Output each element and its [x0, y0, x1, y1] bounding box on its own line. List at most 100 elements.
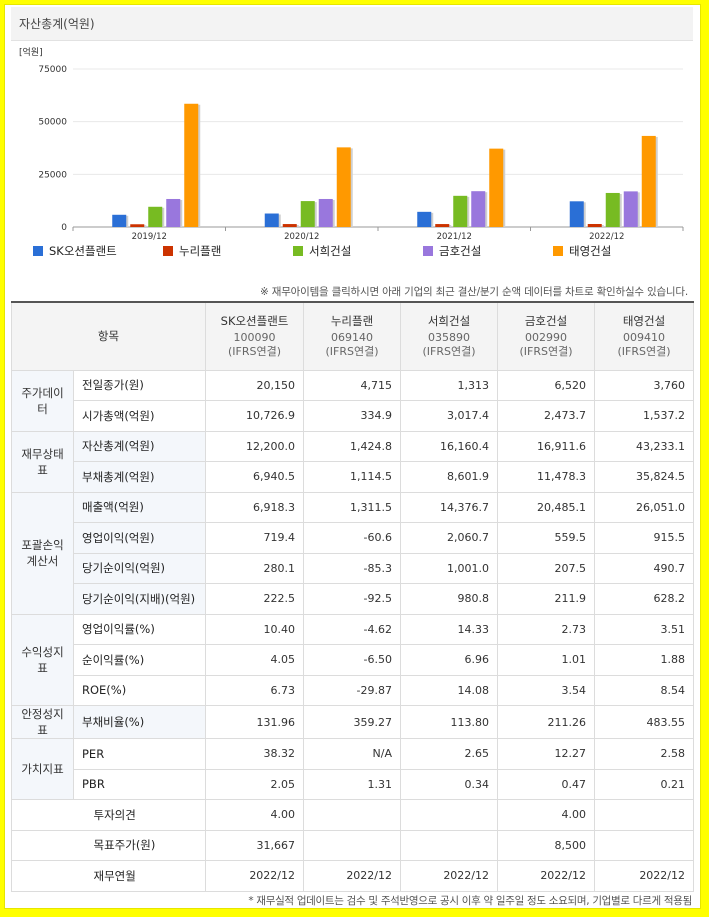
value-cell: 20,150 [205, 369, 305, 401]
item-label[interactable]: 시가총액(억원) [72, 400, 207, 432]
company-basis: (IFRS연결) [325, 344, 379, 358]
item-label[interactable]: 부채비율(%) [72, 705, 207, 739]
company-header[interactable]: 금호건설 002990 (IFRS연결) [497, 301, 596, 371]
item-label[interactable]: 매출액(억원) [72, 491, 207, 523]
table-row: 주가데이터 전일종가(원) 20,150 4,715 1,313 6,520 3,760 [11, 369, 695, 432]
x-tick-label: 2022/12 [589, 232, 624, 241]
value-cell: 222.5 [205, 583, 305, 615]
value-cell: 113.80 [400, 705, 499, 739]
y-tick-label: 50000 [38, 118, 67, 128]
table-row: 당기순이익(억원) 280.1 -85.3 1,001.0 207.5 490.7 [12, 552, 695, 584]
value-cell: 3.51 [594, 613, 695, 645]
legend-swatch [553, 246, 563, 256]
item-label[interactable]: 영업이익률(%) [72, 613, 207, 645]
legend-item[interactable]: 금호건설 [423, 241, 481, 261]
blank-cell [11, 829, 74, 861]
table-row: 순이익률(%) 4.05 -6.50 6.96 1.01 1.88 [12, 644, 695, 676]
value-cell: 26,051.0 [594, 491, 695, 523]
item-label: 투자의견 [73, 799, 207, 831]
value-cell: -4.62 [303, 613, 402, 645]
value-cell: 2.05 [205, 768, 305, 800]
header-item: 항목 [10, 301, 207, 371]
company-header[interactable]: SK오션플랜트 100090 (IFRS연결) [205, 301, 305, 371]
value-cell: 31,667 [205, 829, 305, 861]
company-header[interactable]: 누리플랜 069140 (IFRS연결) [303, 301, 402, 371]
value-cell: 2022/12 [497, 860, 596, 892]
table-row: 포괄손익계산서 매출액(억원) 6,918.3 1,311.5 14,376.7 20,4… [11, 491, 695, 615]
legend-label: SK오션플랜트 [49, 244, 117, 258]
asset-chart-panel: 자산총계(억원) [억원] 75000 50000 25000 0 2019/12 2020… [4, 4, 701, 909]
value-cell: 6,918.3 [205, 491, 305, 523]
category-cell: 주가데이터 [11, 369, 74, 432]
bar-0-0 [112, 214, 127, 227]
value-cell: 334.9 [303, 400, 402, 432]
item-label[interactable]: 당기순이익(지배)(억원) [72, 583, 207, 615]
category-cell: 가치지표 [11, 738, 74, 800]
value-cell: 1,114.5 [303, 461, 402, 493]
bar-3-1 [587, 223, 602, 227]
value-cell: 2.73 [497, 613, 596, 645]
item-label[interactable]: 전일종가(원) [72, 369, 207, 401]
value-cell: 980.8 [400, 583, 499, 615]
company-name[interactable]: 서희건설 [427, 313, 471, 328]
value-cell: 16,911.6 [497, 430, 596, 462]
bar-1-0 [264, 213, 279, 227]
legend-item[interactable]: 태영건설 [553, 241, 611, 261]
company-name[interactable]: 금호건설 [524, 313, 568, 328]
value-cell: 0.21 [594, 768, 695, 800]
item-label[interactable]: PBR [72, 768, 207, 800]
legend-item[interactable]: SK오션플랜트 [33, 241, 117, 261]
bar-0-3 [166, 198, 181, 227]
item-label[interactable]: 부채총계(억원) [72, 461, 207, 493]
bar-3-3 [623, 191, 638, 227]
value-cell: 6.73 [205, 674, 305, 706]
value-cell: 2,060.7 [400, 522, 499, 554]
company-name[interactable]: 태영건설 [622, 313, 666, 328]
item-label[interactable]: PER [72, 738, 207, 770]
value-cell: 4.00 [205, 799, 305, 831]
item-label[interactable]: 당기순이익(억원) [72, 552, 207, 584]
x-tick-label: 2020/12 [284, 232, 319, 241]
table-header-row: 항목 SK오션플랜트 100090 (IFRS연결) 누리플랜 069140 (IFRS연결… [10, 301, 695, 371]
legend-item[interactable]: 서희건설 [293, 241, 351, 261]
item-label[interactable]: 순이익률(%) [72, 644, 207, 676]
value-cell: 211.9 [497, 583, 596, 615]
legend-item[interactable]: 누리플랜 [163, 241, 221, 261]
company-code: 100090 [233, 330, 276, 344]
value-cell: 14,376.7 [400, 491, 499, 523]
value-cell: 131.96 [205, 705, 305, 739]
category-cell: 포괄손익계산서 [11, 491, 74, 615]
bar-1-2 [300, 201, 315, 227]
value-cell: 8.54 [594, 674, 695, 706]
value-cell: 8,500 [497, 829, 596, 861]
value-cell: 4.00 [497, 799, 596, 831]
table-note: ※ 재무아이템을 클릭하시면 아래 기업의 최근 결산/분기 순액 데이터를 차… [260, 286, 688, 298]
company-header[interactable]: 서희건설 035890 (IFRS연결) [400, 301, 499, 371]
comparison-table: 항목 SK오션플랜트 100090 (IFRS연결) 누리플랜 069140 (IFRS연결… [10, 301, 695, 892]
category-cell: 수익성지표 [11, 613, 74, 706]
legend-swatch [33, 246, 43, 256]
table-row: 영업이익(억원) 719.4 -60.6 2,060.7 559.5 915.5 [12, 522, 695, 554]
bar-1-4 [336, 147, 351, 227]
company-name[interactable]: SK오션플랜트 [220, 313, 289, 328]
item-label[interactable]: 영업이익(억원) [72, 522, 207, 554]
y-tick-label: 75000 [38, 65, 67, 75]
x-tick-label: 2019/12 [132, 232, 167, 241]
item-label[interactable]: ROE(%) [72, 674, 207, 706]
value-cell: -85.3 [303, 552, 402, 584]
item-label[interactable]: 자산총계(억원) [72, 430, 207, 462]
bar-2-1 [435, 224, 450, 227]
company-basis: (IFRS연결) [422, 344, 476, 358]
value-cell: 2.58 [594, 738, 695, 770]
company-name[interactable]: 누리플랜 [330, 313, 374, 328]
value-cell: 6,940.5 [205, 461, 305, 493]
chart-legend: SK오션플랜트 누리플랜 서희건설 금호건설 태영건설 [5, 241, 700, 261]
bar-3-4 [641, 135, 656, 227]
value-cell: 0.34 [400, 768, 499, 800]
company-header[interactable]: 태영건설 009410 (IFRS연결) [594, 301, 695, 371]
legend-label: 누리플랜 [179, 244, 222, 258]
value-cell: 20,485.1 [497, 491, 596, 523]
company-basis: (IFRS연결) [519, 344, 573, 358]
value-cell: 4.05 [205, 644, 305, 676]
value-cell: 483.55 [594, 705, 695, 739]
